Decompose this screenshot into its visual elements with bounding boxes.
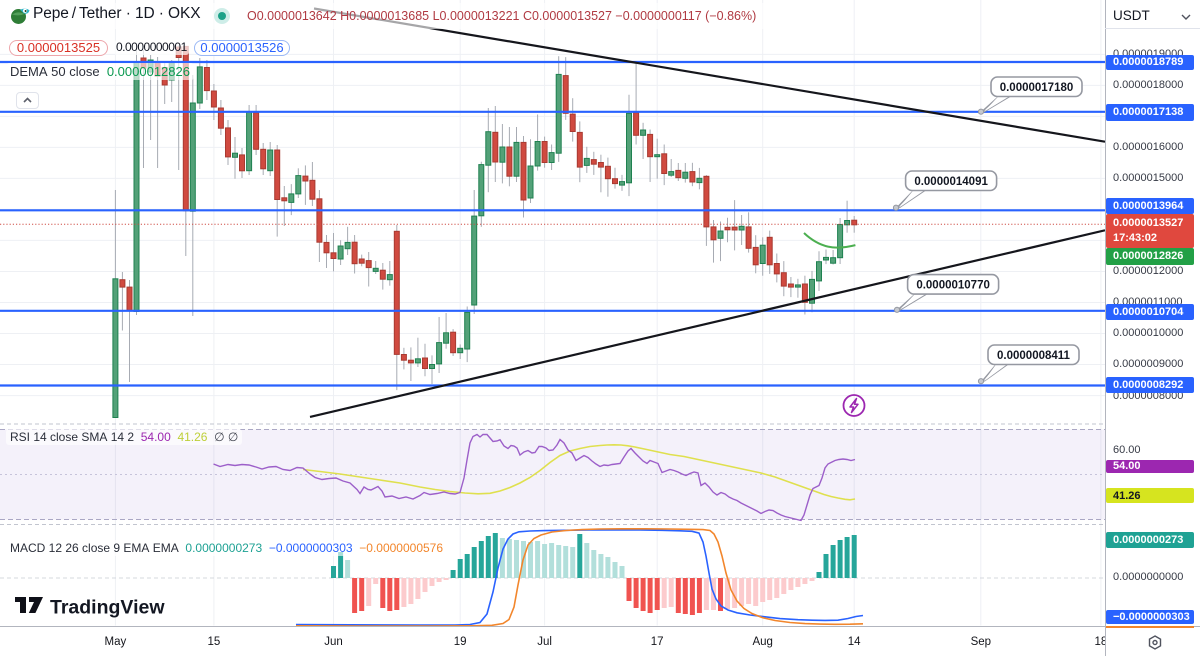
svg-text:0.0000010770: 0.0000010770 — [916, 279, 990, 291]
svg-text:TradingView: TradingView — [50, 597, 165, 619]
svg-text:0.0000008411: 0.0000008411 — [997, 350, 1071, 362]
svg-text:0.0000017180: 0.0000017180 — [1000, 82, 1074, 94]
svg-text:0.0000014091: 0.0000014091 — [914, 176, 988, 188]
